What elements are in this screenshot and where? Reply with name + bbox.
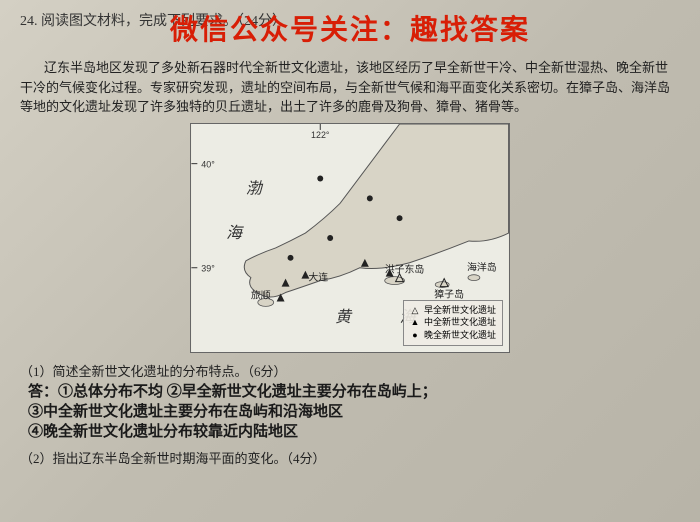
exam-page: 微信公众号关注：趣找答案 24. 阅读图文材料，完成下列要求。（24分） 辽东半…	[0, 0, 700, 522]
place-lushun: 旅顺	[251, 288, 271, 301]
place-zhangzi: 獐子岛	[434, 287, 464, 300]
place-haiyang: 海洋岛	[467, 260, 497, 273]
huanghai-label-1: 黄	[335, 308, 353, 326]
marker-late	[367, 195, 373, 201]
watermark-text: 微信公众号关注：趣找答案	[50, 8, 650, 48]
place-dalian: 大连	[308, 270, 328, 283]
circle-solid-icon: ●	[410, 329, 420, 342]
handwritten-answer-line-1: 答：①总体分布不均 ②早全新世文化遗址主要分布在岛屿上；	[28, 382, 680, 402]
island-3	[468, 274, 480, 280]
sub-question-1: （1）简述全新世文化遗址的分布特点。（6分）	[20, 361, 680, 380]
lon-label-1: 122°	[311, 129, 330, 139]
bohai-label-2: 海	[226, 224, 244, 242]
handwritten-answer-line-2: ③中全新世文化遗址主要分布在岛屿和沿海地区	[28, 402, 680, 422]
triangle-solid-icon: ▲	[410, 316, 420, 329]
marker-late	[327, 235, 333, 241]
handwritten-answer-line-3: ④晚全新世文化遗址分布较靠近内陆地区	[28, 422, 680, 442]
legend-middle-label: 中全新世文化遗址	[424, 316, 496, 329]
marker-late	[397, 215, 403, 221]
marker-late	[288, 254, 294, 260]
legend-row-late: ● 晚全新世文化遗址	[410, 329, 496, 342]
bohai-label-1: 渤	[246, 179, 264, 197]
marker-late	[317, 175, 323, 181]
map-legend: △ 早全新世文化遗址 ▲ 中全新世文化遗址 ● 晚全新世文化遗址	[403, 300, 503, 346]
lat-label-2: 39°	[201, 263, 215, 273]
question-paragraph: 辽东半岛地区发现了多处新石器时代全新世文化遗址，该地区经历了早全新世干冷、中全新…	[20, 58, 680, 117]
sub-question-2: （2）指出辽东半岛全新世时期海平面的变化。（4分）	[20, 448, 680, 467]
legend-late-label: 晚全新世文化遗址	[424, 329, 496, 342]
legend-row-middle: ▲ 中全新世文化遗址	[410, 316, 496, 329]
map-figure: 122° 123° 40° 39° 渤 海 黄 海 大连 旅顺 洪子东岛 獐子岛	[190, 123, 510, 353]
triangle-open-icon: △	[410, 304, 420, 317]
legend-row-early: △ 早全新世文化遗址	[410, 304, 496, 317]
lat-label-1: 40°	[201, 159, 215, 169]
legend-early-label: 早全新世文化遗址	[424, 304, 496, 317]
